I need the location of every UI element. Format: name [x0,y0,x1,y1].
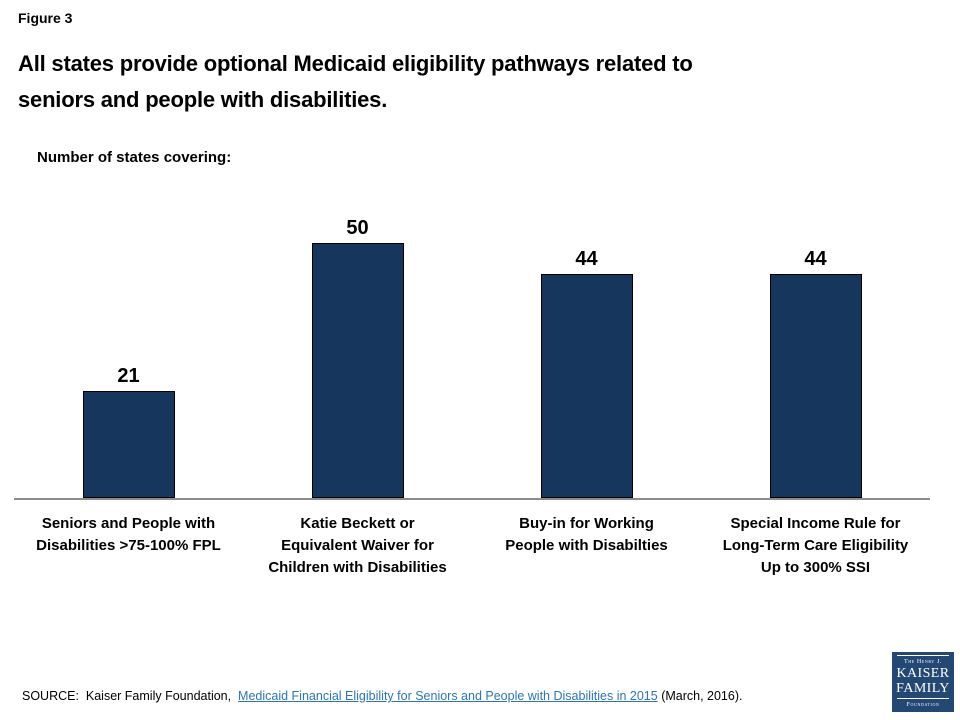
bar [311,243,404,498]
category-label: Buy-in for Working People with Disabilti… [505,515,668,554]
bar-group: 44 [701,210,930,498]
logo-rule [897,698,949,699]
chart-subtitle: Number of states covering: [37,149,232,166]
source-link[interactable]: Medicaid Financial Eligibility for Senio… [238,689,658,703]
bar [769,274,862,498]
category-label: Seniors and People with Disabilities >75… [36,515,221,554]
source-suffix: (March, 2016). [657,689,743,703]
bar-chart: 21 50 44 44 Seniors and People with Disabil… [14,210,930,579]
source-note: SOURCE: Kaiser Family Foundation, Medica… [22,689,742,703]
bar [82,391,175,498]
category-label: Katie Beckett or Equivalent Waiver for C… [268,515,447,576]
source-prefix: SOURCE: Kaiser Family Foundation, [22,689,239,703]
kff-logo: The Henry J. KAISER FAMILY Foundation [892,652,954,712]
bar-value-label: 21 [117,365,140,387]
bar-group: 44 [472,210,701,498]
page-title: All states provide optional Medicaid eli… [18,51,693,112]
category-axis: Seniors and People with Disabilities >75… [14,500,930,579]
bar-value-label: 44 [804,248,827,270]
bar-group: 21 [14,210,243,498]
bar-value-label: 44 [575,248,598,270]
plot-area: 21 50 44 44 [14,210,930,500]
category-label: Special Income Rule for Long-Term Care E… [722,515,909,576]
logo-line-foundation: Foundation [906,702,940,708]
bar-group: 50 [243,210,472,498]
figure-label: Figure 3 [18,10,73,26]
bar-value-label: 50 [346,217,369,239]
bar [540,274,633,498]
logo-rule [897,655,949,656]
logo-line-henry: The Henry J. [903,659,943,665]
logo-line-family: FAMILY [896,681,950,696]
logo-line-kaiser: KAISER [896,666,950,681]
